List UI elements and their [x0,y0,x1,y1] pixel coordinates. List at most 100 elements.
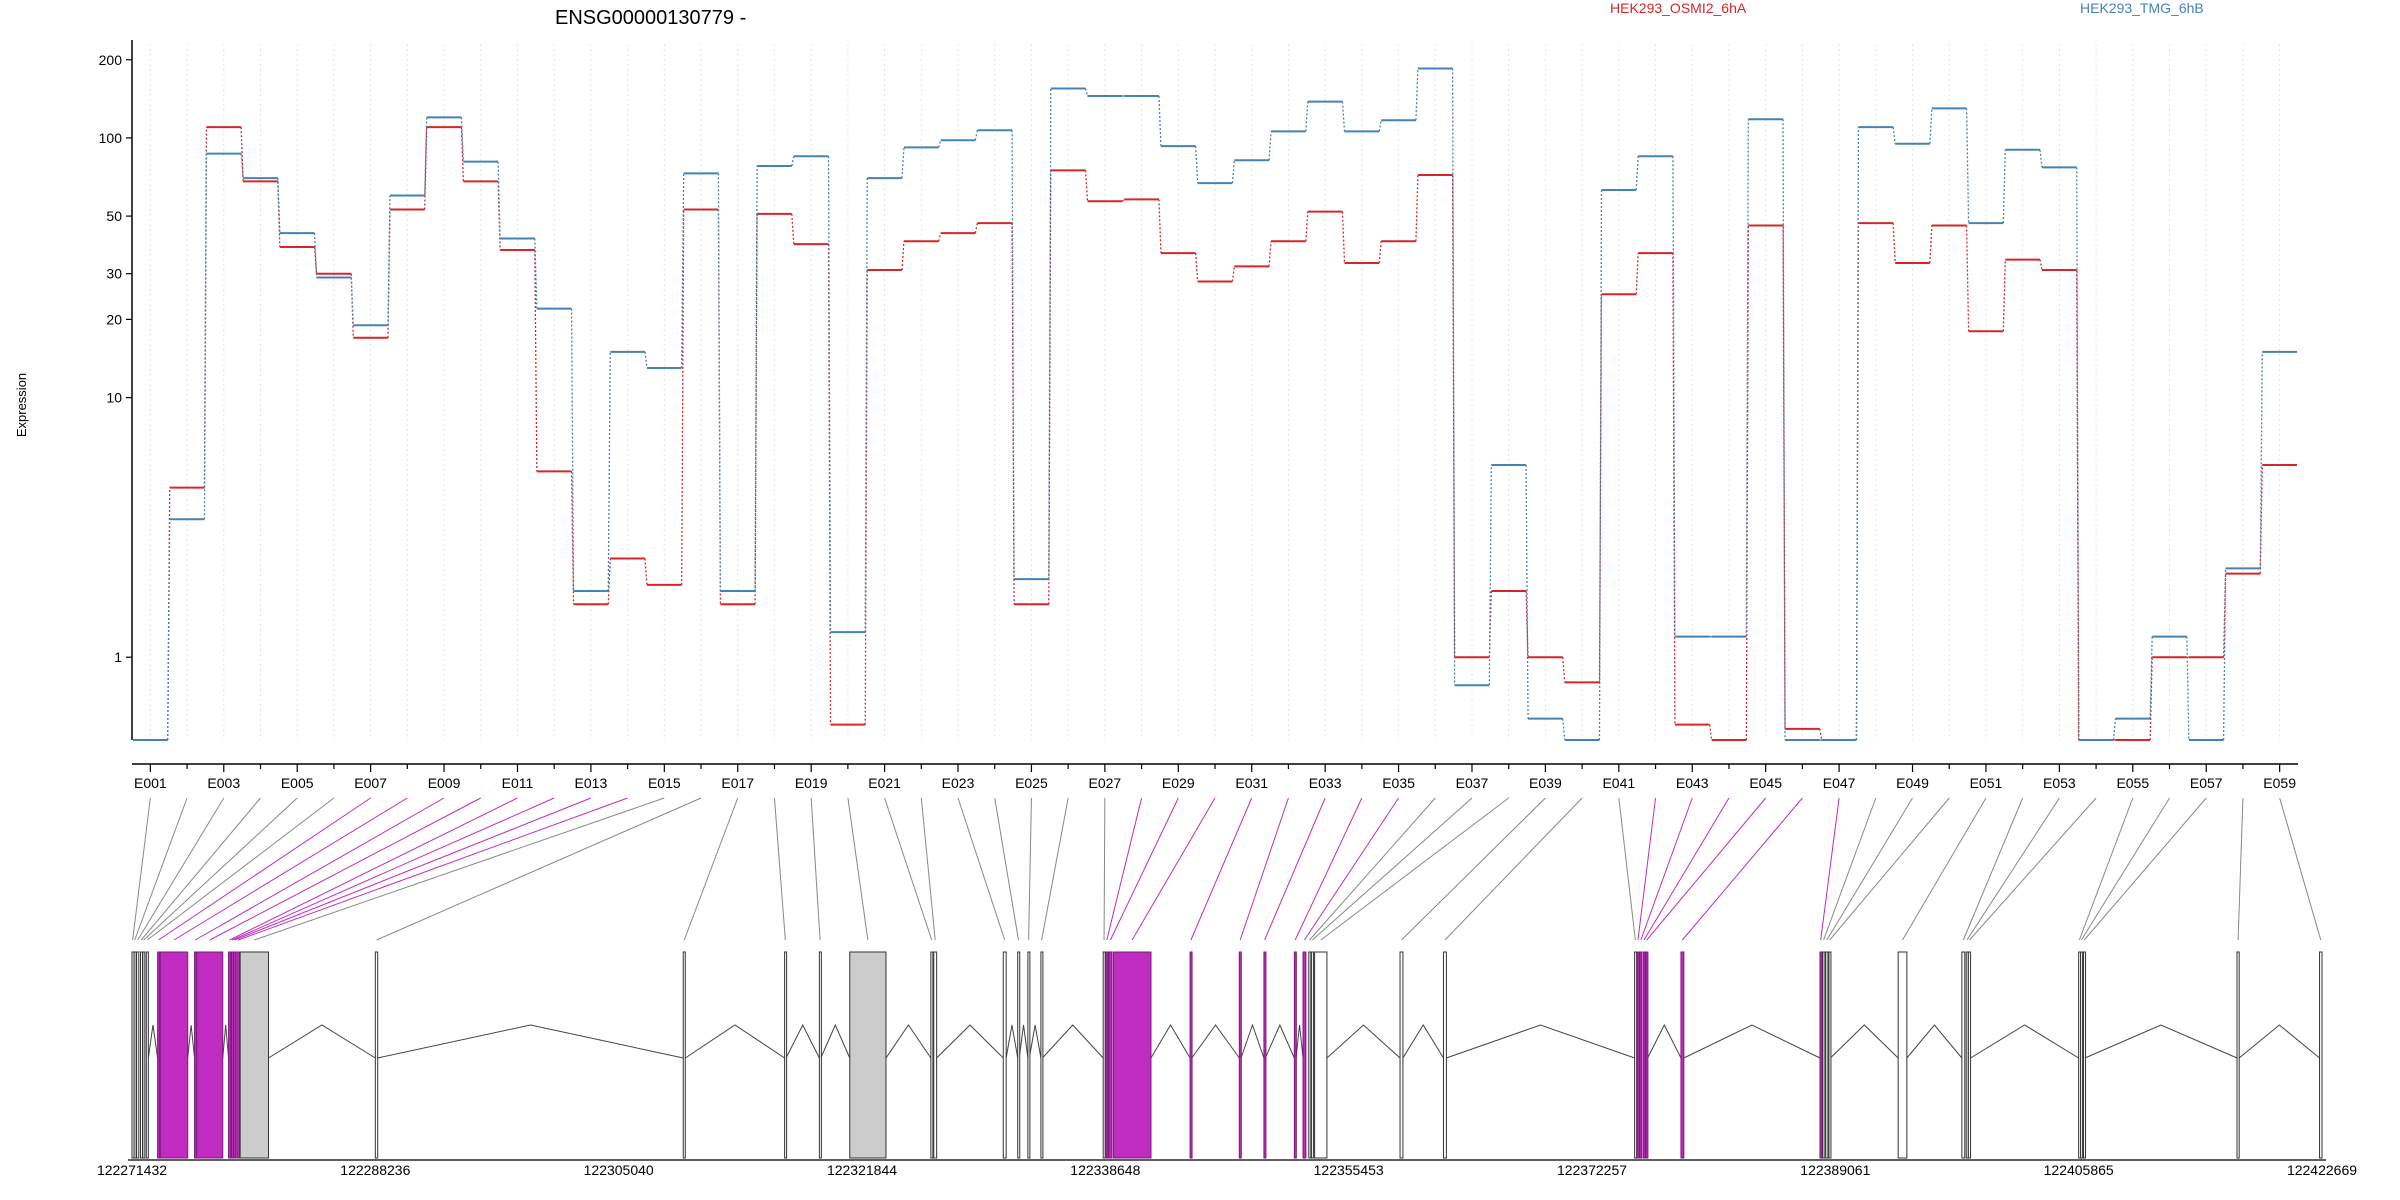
exon-connector [376,797,702,941]
series-2-join [240,153,244,179]
exon-box [136,951,140,1159]
series-1-join [974,222,979,234]
exon-connector [1637,797,1657,941]
intron [377,1024,684,1059]
exon-connector [1311,797,1473,941]
exon-box [133,951,137,1159]
series-2-join [1231,160,1236,184]
series-2-join [2222,568,2227,741]
series-2-join [167,519,171,741]
series-1-join [534,250,538,472]
exon-connector [1304,797,1399,941]
exon-connector [847,797,869,941]
intron [1446,1024,1635,1059]
x-tick-label: E009 [428,775,461,791]
exon-box [1027,951,1031,1159]
x-tick-label: E025 [1015,775,1048,791]
exon-connector [994,797,1019,941]
series-2-join [1194,146,1199,184]
exon-box [1828,951,1832,1159]
x-tick-label: E045 [1749,775,1782,791]
series-2-join [1158,95,1162,147]
series-1-join [1635,253,1639,295]
x-tick-label: E021 [868,775,901,791]
series-1-join [1525,590,1529,658]
genomic-tick-label: 122389061 [1800,1162,1870,1178]
y-tick-label: 100 [99,130,123,146]
series-1-join [1562,657,1566,683]
genomic-tick-label: 122271432 [97,1162,167,1178]
intron [2084,1024,2238,1059]
exon-box [1314,951,1328,1159]
exon-connector [1969,797,2097,941]
series-2-join [2149,636,2153,719]
series-2-join [1672,156,1676,637]
genomic-tick-label: 122305040 [584,1162,654,1178]
exon-connector [1618,797,1636,941]
intron [187,1024,196,1059]
series-2-join [644,351,648,369]
exon-connector [1320,797,1509,941]
series-1-join [1378,241,1382,264]
x-tick-label: E023 [942,775,975,791]
exon-connector [1239,797,1289,941]
exon-box [1108,951,1113,1159]
y-tick-label: 30 [106,266,122,282]
exon-box [1822,951,1826,1159]
intron [1018,1024,1029,1059]
intron [936,1024,1004,1059]
exon-box [1642,951,1646,1159]
x-tick-label: E031 [1235,775,1268,791]
exon-box [145,951,149,1159]
exon-box [1645,951,1649,1159]
series-1-join [1892,223,1896,263]
exon-connector [143,797,298,941]
exon-box [1680,951,1685,1159]
exon-connector [1962,797,2024,941]
y-tick-label: 1 [114,649,122,665]
exon-connector [1820,797,1840,941]
series-2-join [2076,167,2080,741]
series-2-join [1965,108,1970,224]
exon-box [1634,951,1638,1159]
exon-connector [1823,797,1877,941]
series-1-join [791,213,795,245]
series-2-join [203,153,208,520]
exon-connector [1131,797,1216,941]
series-2-join [2259,351,2263,569]
intron [1830,1024,1899,1059]
exon-box [2083,951,2087,1159]
series-2-join [607,351,611,591]
series-2-join [497,161,501,239]
intron [147,1024,159,1059]
y-tick-label: 20 [106,311,122,327]
series-2-join [1305,101,1309,132]
intron [684,1024,785,1059]
x-tick-label: E005 [281,775,314,791]
x-tick-label: E041 [1602,775,1635,791]
series-2-join [681,173,685,368]
exon-box [1017,951,1021,1159]
exon-box [682,951,686,1159]
series-2-join [1415,68,1419,121]
series-2-join [1855,127,1860,741]
series-2-join [827,156,832,633]
series-1-join [681,209,685,585]
series-1-join [1084,170,1089,202]
gene-model [131,951,2323,1159]
series-2-join [2039,149,2043,168]
intron [222,1024,230,1059]
exon-connector [1106,797,1143,941]
series-1-join [938,232,942,242]
series-2-join [1929,108,1933,144]
exon-connector [1028,797,1032,941]
exon-connector [238,797,628,941]
exon-box [849,951,887,1159]
series-1-join [1011,223,1015,605]
series-2-join [1488,464,1492,686]
exon-connector [1264,797,1326,941]
exon-connector [1829,797,1950,941]
exon-box [1399,951,1404,1159]
series-2-join [974,130,979,141]
